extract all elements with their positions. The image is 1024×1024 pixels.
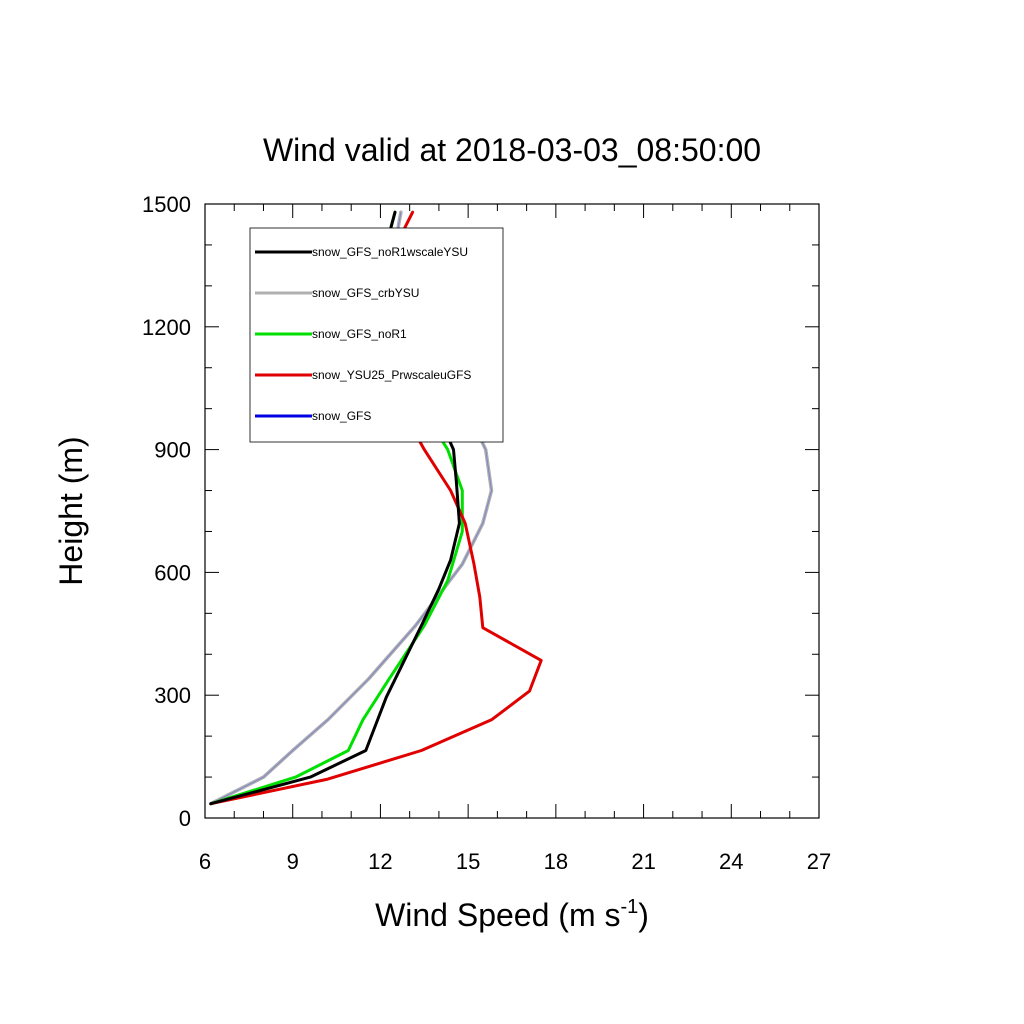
legend-label: snow_GFS xyxy=(312,409,371,423)
x-tick-label: 9 xyxy=(287,849,299,874)
x-axis-label: Wind Speed (m s xyxy=(375,897,620,933)
legend-label: snow_GFS_noR1 xyxy=(312,327,407,341)
y-tick-label: 0 xyxy=(179,806,191,831)
legend-label: snow_GFS_crbYSU xyxy=(312,286,419,300)
y-tick-label: 1200 xyxy=(142,315,191,340)
chart-title: Wind valid at 2018-03-03_08:50:00 xyxy=(263,132,761,168)
x-tick-label: 12 xyxy=(368,849,392,874)
x-tick-label: 27 xyxy=(807,849,831,874)
y-tick-label: 900 xyxy=(154,438,191,463)
x-tick-label: 24 xyxy=(719,849,743,874)
axis-ticks: 6 9 12 15 18 21 24 27 0 300 600 900 1200 1500 xyxy=(142,192,831,874)
x-tick-label: 6 xyxy=(199,849,211,874)
y-tick-label: 600 xyxy=(154,560,191,585)
x-tick-label: 15 xyxy=(456,849,480,874)
legend-label: snow_GFS_noR1wscaleYSU xyxy=(312,245,468,259)
y-tick-label: 1500 xyxy=(142,192,191,217)
y-tick-label: 300 xyxy=(154,683,191,708)
x-axis-label-superscript: -1 xyxy=(620,896,638,918)
legend: snow_GFS_noR1wscaleYSU snow_GFS_crbYSUsno… xyxy=(249,227,504,443)
plot-frame xyxy=(204,203,820,819)
y-axis-label: Height (m) xyxy=(53,436,89,585)
x-tick-label: 21 xyxy=(631,849,655,874)
legend-label: snow_YSU25_PrwscaleuGFS xyxy=(312,368,471,382)
x-axis-label-suffix: ) xyxy=(638,897,649,933)
x-tick-label: 18 xyxy=(544,849,568,874)
x-axis-title: Wind Speed (m s-1) xyxy=(375,896,649,933)
